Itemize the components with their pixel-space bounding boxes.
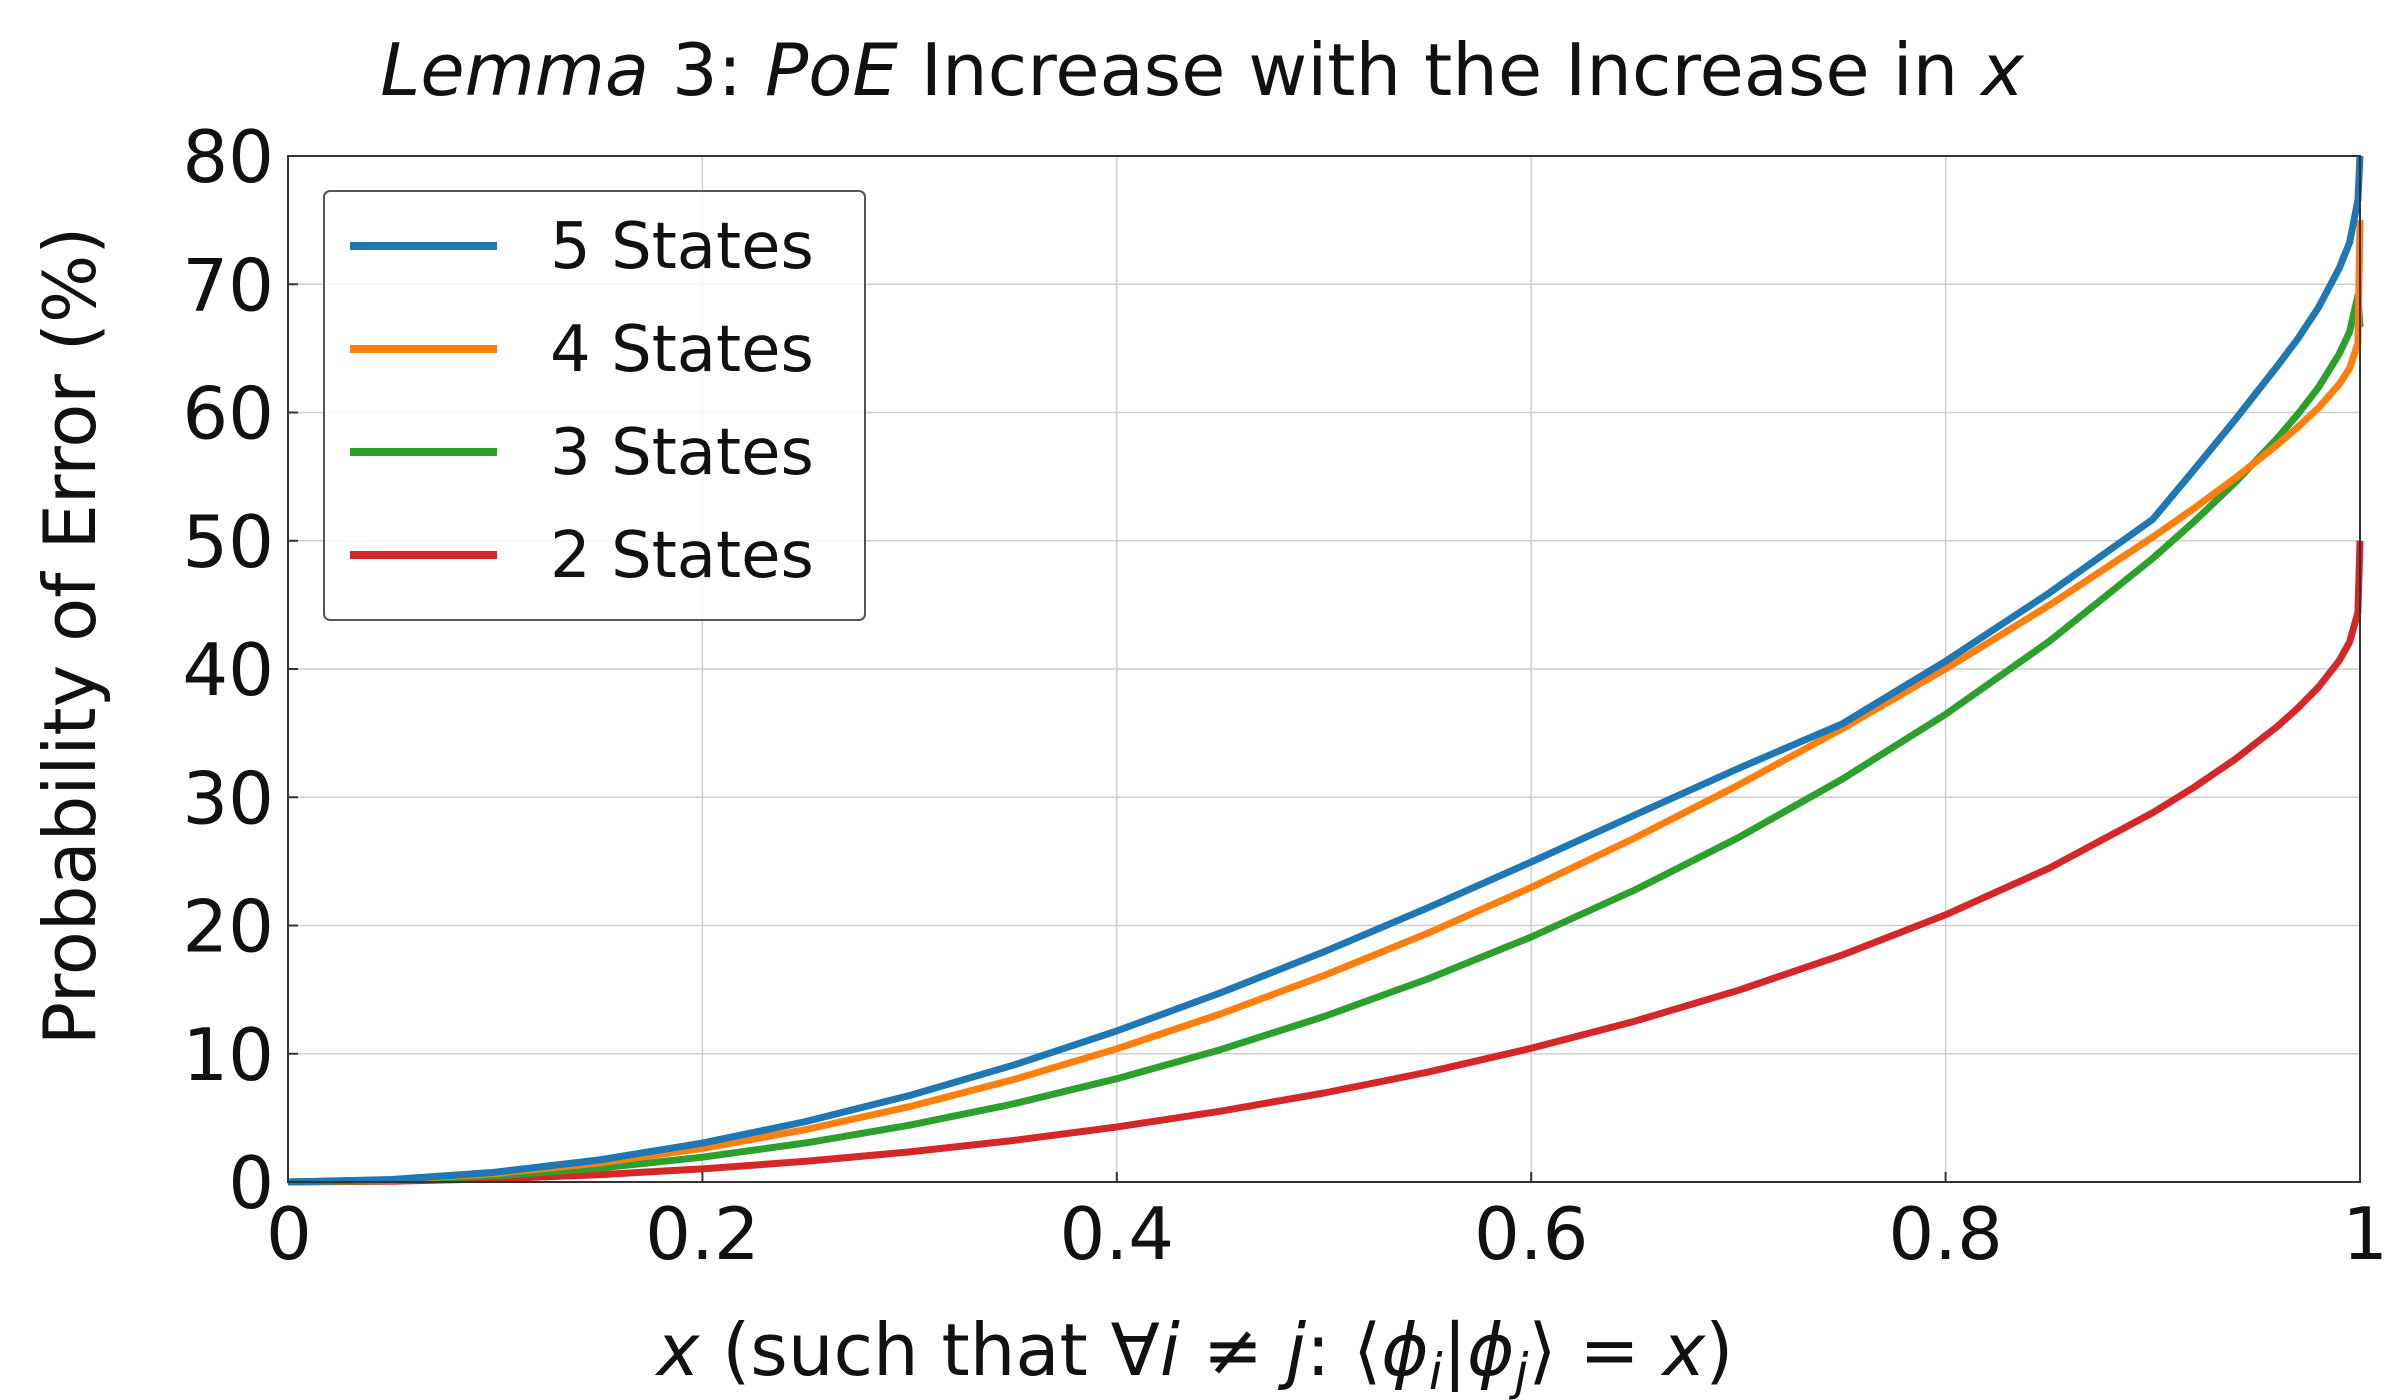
x-tick-label: 1: [2342, 1192, 2388, 1276]
series-line-4-states: [287, 220, 2364, 1186]
y-tick-label: 80: [182, 115, 274, 199]
legend-box: [323, 190, 866, 621]
chart-title: Lemma 3: PoE Increase with the Increase …: [380, 28, 2025, 112]
xlabel-subscript: i: [1429, 1343, 1443, 1400]
legend-label-2-states: 2 States: [550, 519, 814, 593]
x-axis-label: x (such that ∀i ≠ j: ⟨ϕi|ϕj⟩ = x): [655, 1308, 1734, 1400]
series-line-3-states: [287, 292, 2364, 1186]
y-tick-label: 20: [182, 885, 274, 969]
series-group: [287, 155, 2364, 1186]
y-tick-label: 0: [228, 1141, 274, 1225]
legend-label-4-states: 4 States: [550, 313, 814, 387]
y-tick-label: 40: [182, 628, 274, 712]
y-tick-labels: 0 10 20 30 40 50 60 70 80: [182, 115, 274, 1225]
y-tick-label: 70: [182, 243, 274, 327]
y-tick-label: 60: [182, 372, 274, 456]
legend: 5 States 4 States 3 States 2 States: [323, 190, 866, 621]
x-tick-labels: 0 0.2 0.4 0.6 0.8 1: [266, 1192, 2388, 1276]
x-tick-label: 0.2: [645, 1192, 760, 1276]
y-tick-label: 10: [182, 1013, 274, 1097]
x-tick-label: 0.8: [1888, 1192, 2003, 1276]
axis-ticks: [287, 155, 2361, 1183]
series-line-2-states: [287, 540, 2364, 1186]
y-tick-label: 30: [182, 756, 274, 840]
legend-label-3-states: 3 States: [550, 416, 814, 490]
legend-label-5-states: 5 States: [550, 210, 814, 284]
y-tick-label: 50: [182, 500, 274, 584]
y-axis-label: Probability of Error (%): [28, 227, 112, 1046]
series-line-5-states: [287, 155, 2364, 1186]
x-tick-label: 0: [266, 1192, 312, 1276]
x-tick-label: 0.6: [1474, 1192, 1589, 1276]
legend-items: 5 States 4 States 3 States 2 States: [350, 210, 814, 593]
x-tick-label: 0.4: [1060, 1192, 1175, 1276]
